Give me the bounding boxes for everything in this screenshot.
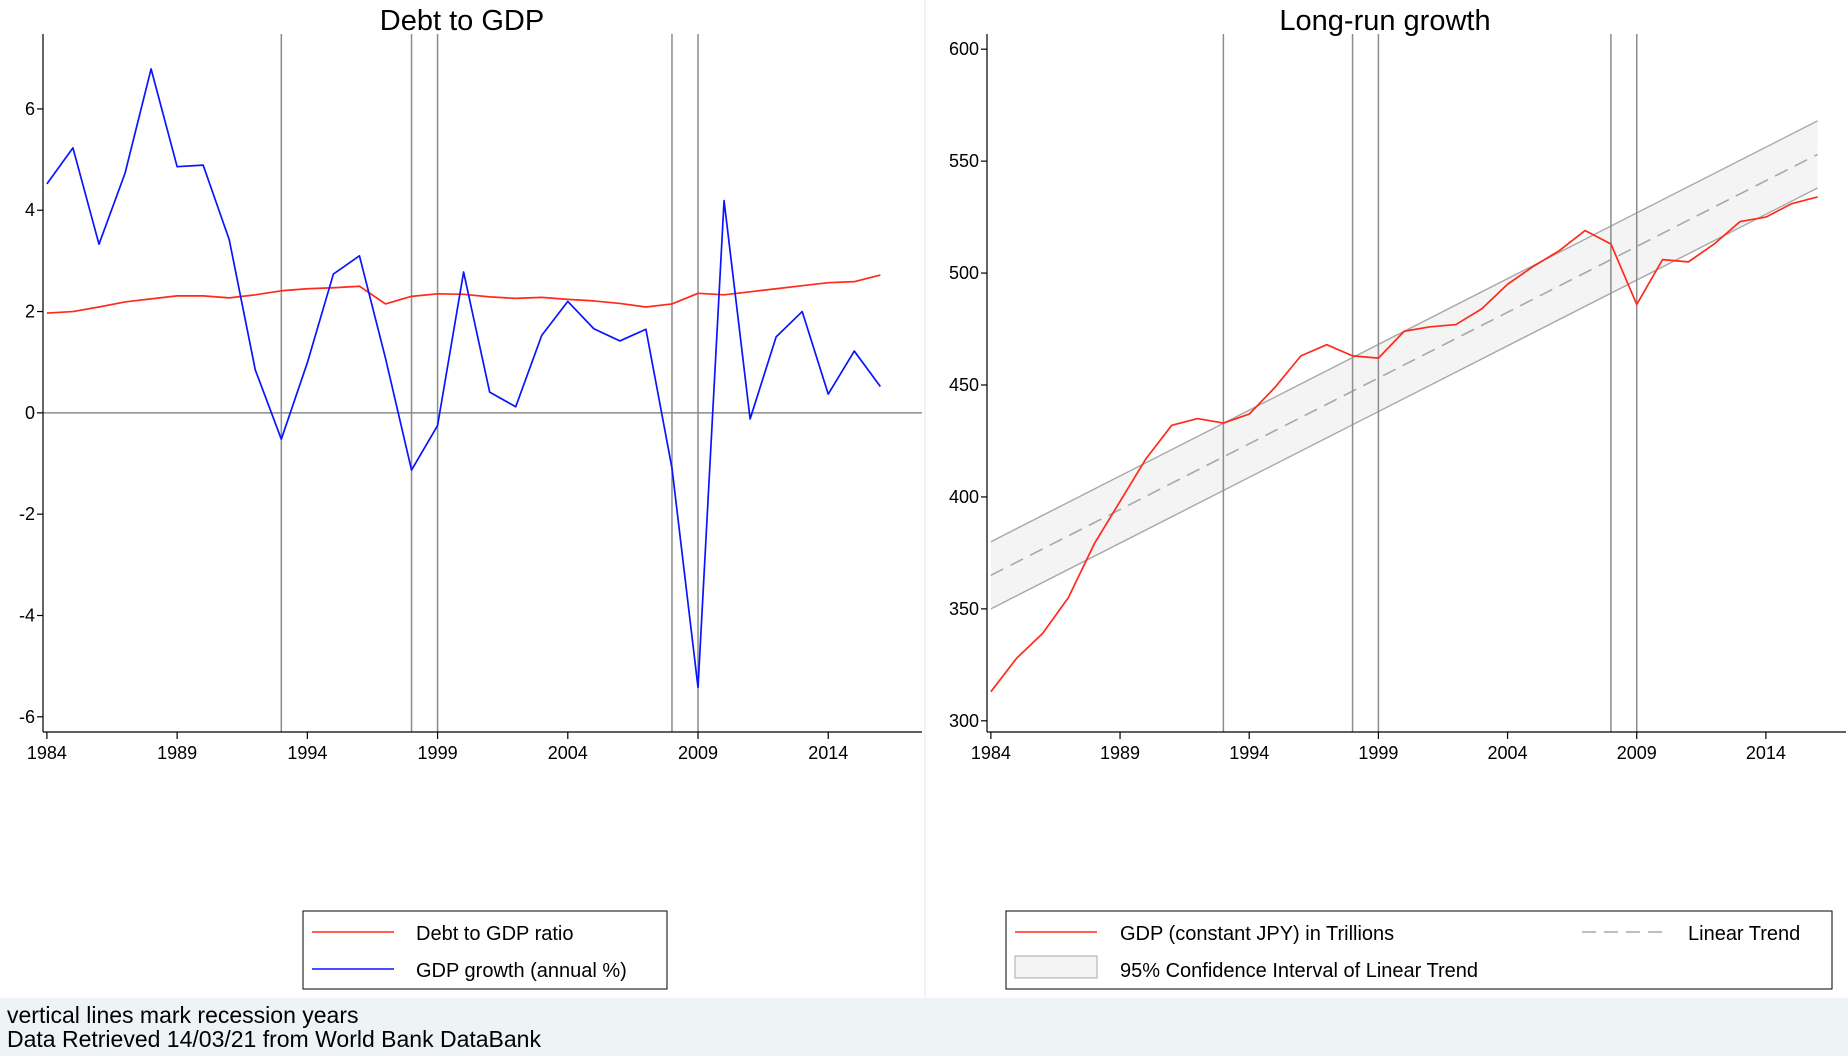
y-tick-label: 350 (949, 599, 979, 619)
x-tick-label: 2009 (678, 743, 718, 763)
right-legend: GDP (constant JPY) in Trillions Linear T… (1005, 910, 1833, 990)
y-tick-label: -4 (19, 605, 35, 625)
x-tick-label: 1994 (1229, 743, 1269, 763)
linear-trend-line (990, 153, 1818, 577)
y-tick-label: 600 (949, 39, 979, 59)
left-plot-area: -6 -4 -2 0 2 4 6 1984 1989 1994 1999 2004 2009 2014 (19, 34, 922, 763)
x-tick-label: 2014 (808, 743, 848, 763)
y-tick-label: 6 (25, 99, 35, 119)
y-tick-label: 500 (949, 263, 979, 283)
y-tick-label: -6 (19, 707, 35, 727)
y-tick-label: 2 (25, 302, 35, 322)
y-tick-label: 0 (25, 403, 35, 423)
y-tick-label: 550 (949, 151, 979, 171)
legend-label-linear-trend: Linear Trend (1688, 923, 1800, 945)
y-tick-label: 450 (949, 375, 979, 395)
x-tick-label: 1999 (1358, 743, 1398, 763)
left-legend-box (302, 910, 668, 990)
x-tick-label: 2009 (1617, 743, 1657, 763)
x-tick-label: 1989 (1100, 743, 1140, 763)
x-tick-label: 1994 (287, 743, 327, 763)
x-tick-label: 1989 (157, 743, 197, 763)
y-tick-label: -2 (19, 504, 35, 524)
legend-swatch-confidence-interval (1014, 955, 1098, 979)
right-plot-area: 300 350 400 450 500 550 600 1984 1989 1994 1999 200… (949, 34, 1846, 763)
x-tick-label: 1984 (971, 743, 1011, 763)
left-chart-title: Debt to GDP (380, 5, 544, 37)
x-tick-label: 2004 (1488, 743, 1528, 763)
footnote-recession: vertical lines mark recession years (7, 1002, 359, 1028)
left-panel-background (0, 0, 924, 998)
legend-label-debt-to-gdp: Debt to GDP ratio (416, 923, 573, 945)
right-panel-background (926, 0, 1848, 998)
confidence-lower-bound (990, 187, 1818, 610)
series-line-gdp-constant-jpy-in-trillions (990, 196, 1818, 693)
legend-label-gdp-constant: GDP (constant JPY) in Trillions (1120, 923, 1394, 945)
y-tick-label: 4 (25, 200, 35, 220)
legend-label-confidence-interval: 95% Confidence Interval of Linear Trend (1120, 960, 1478, 982)
right-chart-title: Long-run growth (1279, 5, 1490, 37)
right-legend-box (1005, 910, 1833, 990)
series-line-debt-to-gdp-ratio (46, 274, 881, 314)
y-tick-label: 400 (949, 487, 979, 507)
x-tick-label: 2014 (1746, 743, 1786, 763)
x-tick-label: 1984 (27, 743, 67, 763)
y-tick-label: 300 (949, 711, 979, 731)
series-line-gdp-growth-annual (46, 68, 882, 689)
footnote-source: Data Retrieved 14/03/21 from World Bank … (7, 1026, 541, 1052)
legend-label-gdp-growth: GDP growth (annual %) (416, 960, 627, 982)
left-legend: Debt to GDP ratio GDP growth (annual %) (302, 910, 668, 990)
x-tick-label: 1999 (418, 743, 458, 763)
x-tick-label: 2004 (548, 743, 588, 763)
